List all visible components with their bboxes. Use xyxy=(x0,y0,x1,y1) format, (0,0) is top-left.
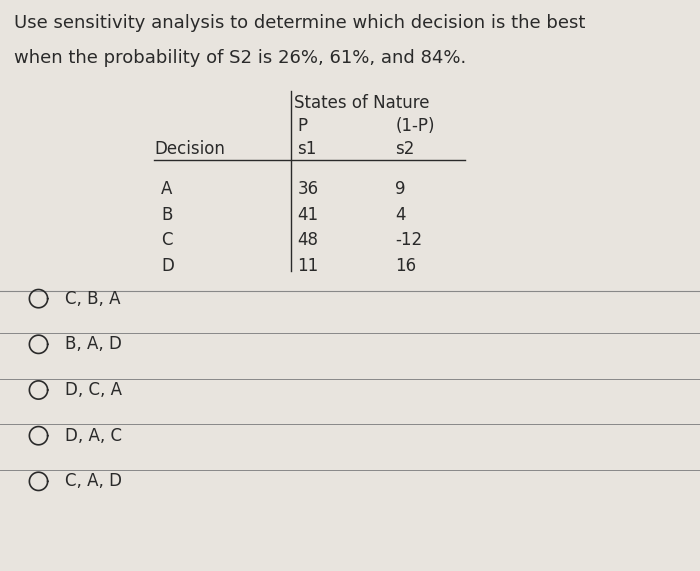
Text: -12: -12 xyxy=(395,231,423,250)
Text: s2: s2 xyxy=(395,140,415,158)
Text: 41: 41 xyxy=(298,206,318,224)
Text: s1: s1 xyxy=(298,140,317,158)
Text: D, C, A: D, C, A xyxy=(65,381,122,399)
Text: B, A, D: B, A, D xyxy=(65,335,122,353)
Text: B: B xyxy=(161,206,172,224)
Text: D, A, C: D, A, C xyxy=(65,427,122,445)
Text: (1-P): (1-P) xyxy=(395,117,435,135)
Text: Decision: Decision xyxy=(154,140,225,158)
Text: P: P xyxy=(298,117,307,135)
Text: 36: 36 xyxy=(298,180,318,198)
Text: when the probability of S2 is 26%, 61%, and 84%.: when the probability of S2 is 26%, 61%, … xyxy=(14,49,466,67)
Text: C, B, A: C, B, A xyxy=(65,289,120,308)
Text: 16: 16 xyxy=(395,257,416,275)
Text: 4: 4 xyxy=(395,206,406,224)
Text: C: C xyxy=(161,231,172,250)
Text: 48: 48 xyxy=(298,231,318,250)
Text: A: A xyxy=(161,180,172,198)
Text: C, A, D: C, A, D xyxy=(65,472,122,490)
Text: States of Nature: States of Nature xyxy=(294,94,430,112)
Text: Use sensitivity analysis to determine which decision is the best: Use sensitivity analysis to determine wh… xyxy=(14,14,585,33)
Text: 11: 11 xyxy=(298,257,318,275)
Text: 9: 9 xyxy=(395,180,406,198)
Text: D: D xyxy=(161,257,174,275)
